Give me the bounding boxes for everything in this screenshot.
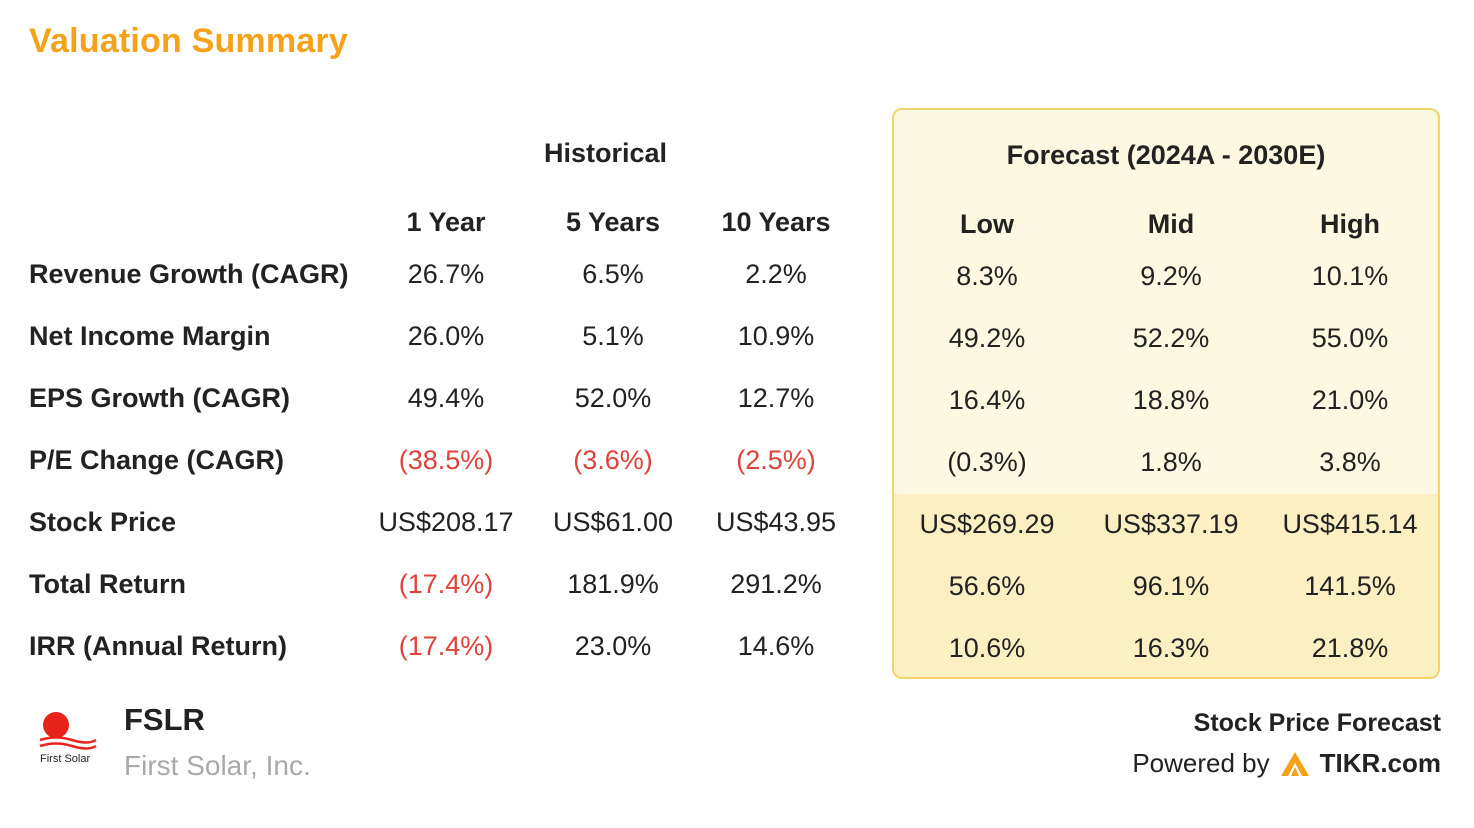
historical-cell: 26.0% — [407, 321, 485, 351]
forecast-column-header: Mid — [1147, 209, 1195, 239]
historical-cell: 5.1% — [582, 321, 644, 351]
forecast-panel — [892, 108, 1440, 679]
company-name: First Solar, Inc. — [124, 750, 311, 781]
powered-by-label: Powered by — [1132, 748, 1270, 778]
historical-column-header: 1 Year — [406, 207, 486, 237]
historical-cell: 2.2% — [745, 259, 807, 289]
tikr-brand: TIKR.com — [1319, 748, 1441, 778]
historical-cell: US$61.00 — [552, 507, 674, 537]
forecast-cell: 3.8% — [1319, 447, 1381, 477]
historical-cell: 49.4% — [407, 383, 485, 413]
logo-text: First Solar — [40, 753, 90, 765]
forecast-cell: 55.0% — [1311, 323, 1389, 353]
forecast-cell: 21.8% — [1311, 633, 1389, 663]
historical-column-header: 10 Years — [721, 207, 831, 237]
forecast-cell: US$337.19 — [1103, 509, 1239, 539]
forecast-cell: 1.8% — [1140, 447, 1202, 477]
historical-column-header: 5 Years — [565, 207, 661, 237]
historical-cell: 23.0% — [574, 631, 652, 661]
company-ticker: FSLR — [124, 702, 205, 737]
forecast-cell: 21.0% — [1311, 385, 1389, 415]
historical-cell: 291.2% — [730, 569, 822, 599]
historical-cell: 14.6% — [737, 631, 815, 661]
historical-cell: 10.9% — [737, 321, 815, 351]
historical-cell: (2.5%) — [736, 445, 816, 475]
page-title: Valuation Summary — [29, 22, 348, 60]
historical-cell: 6.5% — [582, 259, 644, 289]
historical-cell: 26.7% — [407, 259, 485, 289]
forecast-cell: 96.1% — [1132, 571, 1210, 601]
footer-title: Stock Price Forecast — [1193, 709, 1441, 737]
tikr-logo-icon — [1280, 751, 1309, 776]
forecast-cell: US$415.14 — [1282, 509, 1418, 539]
forecast-group-header: Forecast (2024A - 2030E) — [1006, 140, 1326, 170]
row-label: Stock Price — [29, 507, 177, 537]
historical-cell: (17.4%) — [398, 569, 494, 599]
historical-cell: US$43.95 — [715, 507, 837, 537]
forecast-cell: 141.5% — [1304, 571, 1396, 601]
historical-group-header: Historical — [544, 138, 668, 168]
forecast-cell: 52.2% — [1132, 323, 1210, 353]
row-label: Revenue Growth (CAGR) — [29, 259, 349, 289]
forecast-cell: 16.4% — [948, 385, 1026, 415]
historical-cell: 12.7% — [737, 383, 815, 413]
row-label: P/E Change (CAGR) — [29, 445, 285, 475]
forecast-column-header: Low — [960, 209, 1014, 239]
forecast-cell: 8.3% — [956, 261, 1018, 291]
forecast-cell: 18.8% — [1132, 385, 1210, 415]
row-label: EPS Growth (CAGR) — [29, 383, 290, 413]
forecast-highlight-band — [894, 494, 1438, 677]
first-solar-logo: First Solar — [39, 712, 97, 765]
forecast-cell: 16.3% — [1132, 633, 1210, 663]
row-label: Total Return — [29, 569, 186, 599]
forecast-cell: 56.6% — [948, 571, 1026, 601]
forecast-cell: 9.2% — [1140, 261, 1202, 291]
forecast-cell: 10.1% — [1311, 261, 1389, 291]
historical-cell: US$208.17 — [378, 507, 514, 537]
forecast-column-header: High — [1320, 209, 1380, 239]
forecast-cell: 49.2% — [948, 323, 1026, 353]
historical-cell: 52.0% — [574, 383, 652, 413]
historical-cell: (17.4%) — [398, 631, 494, 661]
forecast-cell: (0.3%) — [947, 447, 1027, 477]
forecast-cell: 10.6% — [948, 633, 1026, 663]
historical-cell: 181.9% — [567, 569, 659, 599]
powered-by: Powered by TIKR.com — [1132, 748, 1441, 779]
historical-cell: (38.5%) — [398, 445, 494, 475]
historical-cell: (3.6%) — [573, 445, 653, 475]
row-label: Net Income Margin — [29, 321, 271, 351]
row-label: IRR (Annual Return) — [29, 631, 287, 661]
forecast-cell: US$269.29 — [919, 509, 1055, 539]
